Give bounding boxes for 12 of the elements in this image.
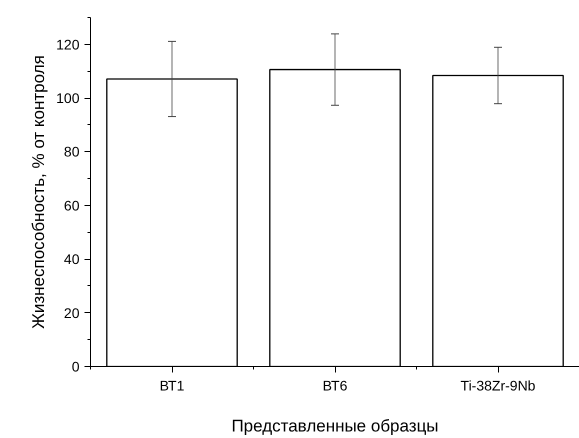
y-tick-label: 60 bbox=[64, 197, 80, 214]
x-tick-label: ВТ6 bbox=[322, 378, 348, 394]
x-tick-label: ВТ1 bbox=[160, 378, 185, 394]
y-tick-label: 80 bbox=[64, 144, 80, 160]
y-tick-label: 0 bbox=[72, 358, 80, 374]
y-axis-title: Жизнеспособность, % от контроля bbox=[29, 55, 48, 329]
y-tick-label: 120 bbox=[56, 36, 80, 52]
x-axis-title: Представленные образцы bbox=[231, 416, 439, 436]
y-tick-label: 100 bbox=[56, 90, 80, 106]
x-tick-label: Ti-38Zr-9Nb bbox=[460, 378, 536, 394]
y-tick-label: 40 bbox=[64, 251, 80, 268]
y-tick-label: 20 bbox=[64, 304, 80, 321]
